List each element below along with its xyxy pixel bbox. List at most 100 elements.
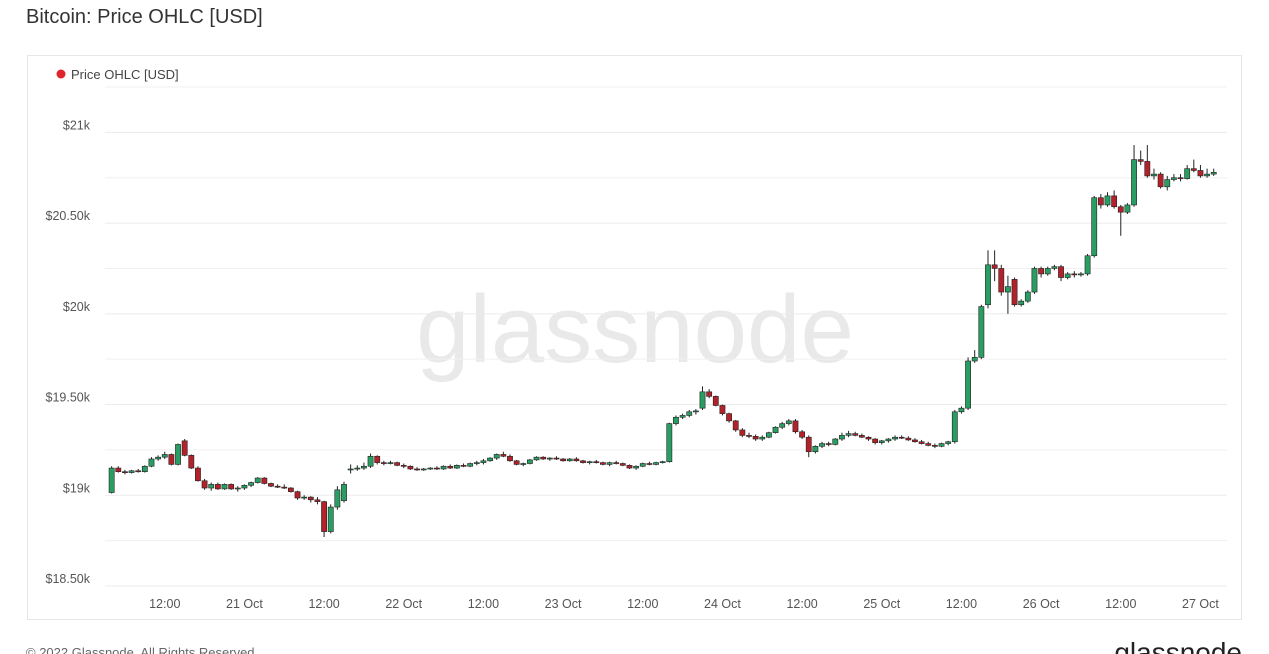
candle-body (1051, 266, 1058, 269)
candle-body (600, 462, 606, 465)
candle-body (374, 455, 381, 463)
candle-body (1117, 206, 1124, 213)
candle-body (228, 484, 235, 490)
x-tick-label: 24 Oct (704, 597, 741, 611)
candle-body (905, 437, 912, 441)
candle-body (825, 443, 832, 445)
candle-body (1071, 273, 1078, 276)
candle-body (473, 462, 480, 464)
candle-body (772, 426, 779, 433)
candle-body (367, 455, 374, 467)
candle-body (965, 360, 971, 409)
candle-body (281, 486, 288, 489)
candle-body (507, 455, 513, 462)
x-tick-label: 12:00 (308, 597, 339, 611)
candle-body (593, 461, 600, 464)
candle-body (128, 470, 135, 473)
candle-body (925, 443, 932, 446)
x-tick-label: 21 Oct (226, 597, 263, 611)
candle-body (779, 423, 786, 428)
candle-body (586, 461, 593, 464)
candle-body (1058, 266, 1064, 278)
candle-body (1210, 171, 1217, 175)
candle-body (1078, 273, 1084, 276)
candle-body (447, 465, 454, 469)
x-tick-label: 12:00 (1105, 597, 1136, 611)
candle-body (108, 467, 115, 493)
brand-logo: glassnode (1114, 637, 1242, 654)
candle-body (613, 462, 620, 464)
candle-body (135, 470, 142, 473)
candle-body (201, 480, 208, 489)
candle-body (912, 439, 918, 443)
candle-body (719, 405, 726, 414)
candle-body (361, 465, 367, 469)
candle-body (553, 457, 560, 460)
x-tick-label: 12:00 (468, 597, 499, 611)
candle-body (1131, 159, 1137, 206)
candle-body (852, 433, 859, 436)
candle-body (839, 435, 845, 440)
candle-body (214, 484, 221, 490)
candle-body (1044, 268, 1051, 275)
candle-body (427, 467, 434, 470)
candle-body (1084, 255, 1091, 275)
candle-body (931, 445, 938, 447)
candle-body (181, 440, 188, 456)
copyright: © 2022 Glassnode. All Rights Reserved. (26, 645, 258, 654)
x-tick-label: 12:00 (627, 597, 658, 611)
candle-body (898, 436, 905, 439)
candle-body (1024, 291, 1031, 302)
candle-body (1038, 268, 1045, 275)
candle-body (161, 454, 168, 458)
candle-body (148, 458, 155, 467)
chart-frame (27, 55, 1242, 620)
candle-body (1164, 179, 1171, 188)
candle-body (1197, 170, 1204, 177)
candle-body (566, 458, 573, 462)
candle-body (766, 432, 772, 438)
candle-body (706, 391, 713, 397)
candle-body (493, 454, 500, 459)
candle-body (958, 407, 965, 413)
candle-body (673, 416, 679, 424)
candle-body (122, 471, 128, 473)
candle-body (872, 438, 879, 443)
candle-body (978, 306, 985, 358)
candle-body (726, 413, 732, 422)
candle-body (892, 436, 898, 440)
candle-body (234, 487, 241, 490)
candle-body (241, 484, 248, 489)
candle-body (1151, 173, 1157, 177)
candle-body (619, 463, 626, 466)
candle-body (195, 467, 201, 482)
candle-body (268, 483, 274, 487)
candle-body (1137, 159, 1144, 162)
candle-body (799, 431, 806, 438)
y-tick-label: $21k (63, 118, 91, 132)
candle-body (513, 460, 520, 465)
candle-body (1157, 173, 1164, 188)
candle-body (1018, 300, 1025, 306)
candle-body (759, 436, 766, 440)
candle-body (314, 499, 321, 502)
candle-body (626, 465, 633, 469)
candle-body (341, 484, 347, 502)
candle-body (712, 396, 719, 406)
candle-body (526, 459, 533, 464)
candle-body (321, 501, 327, 532)
candle-body (294, 491, 301, 499)
legend-marker (56, 69, 66, 79)
candle-body (1184, 168, 1191, 179)
watermark: glassnode (416, 276, 854, 383)
candle-body (248, 482, 254, 486)
candle-body (168, 454, 175, 465)
candle-body (792, 420, 799, 433)
candle-body (254, 477, 261, 483)
candle-body (805, 436, 812, 453)
x-tick-label: 22 Oct (385, 597, 422, 611)
candle-body (380, 462, 387, 464)
candle-body (752, 435, 759, 440)
candle-body (487, 457, 493, 462)
candle-body (208, 484, 215, 489)
